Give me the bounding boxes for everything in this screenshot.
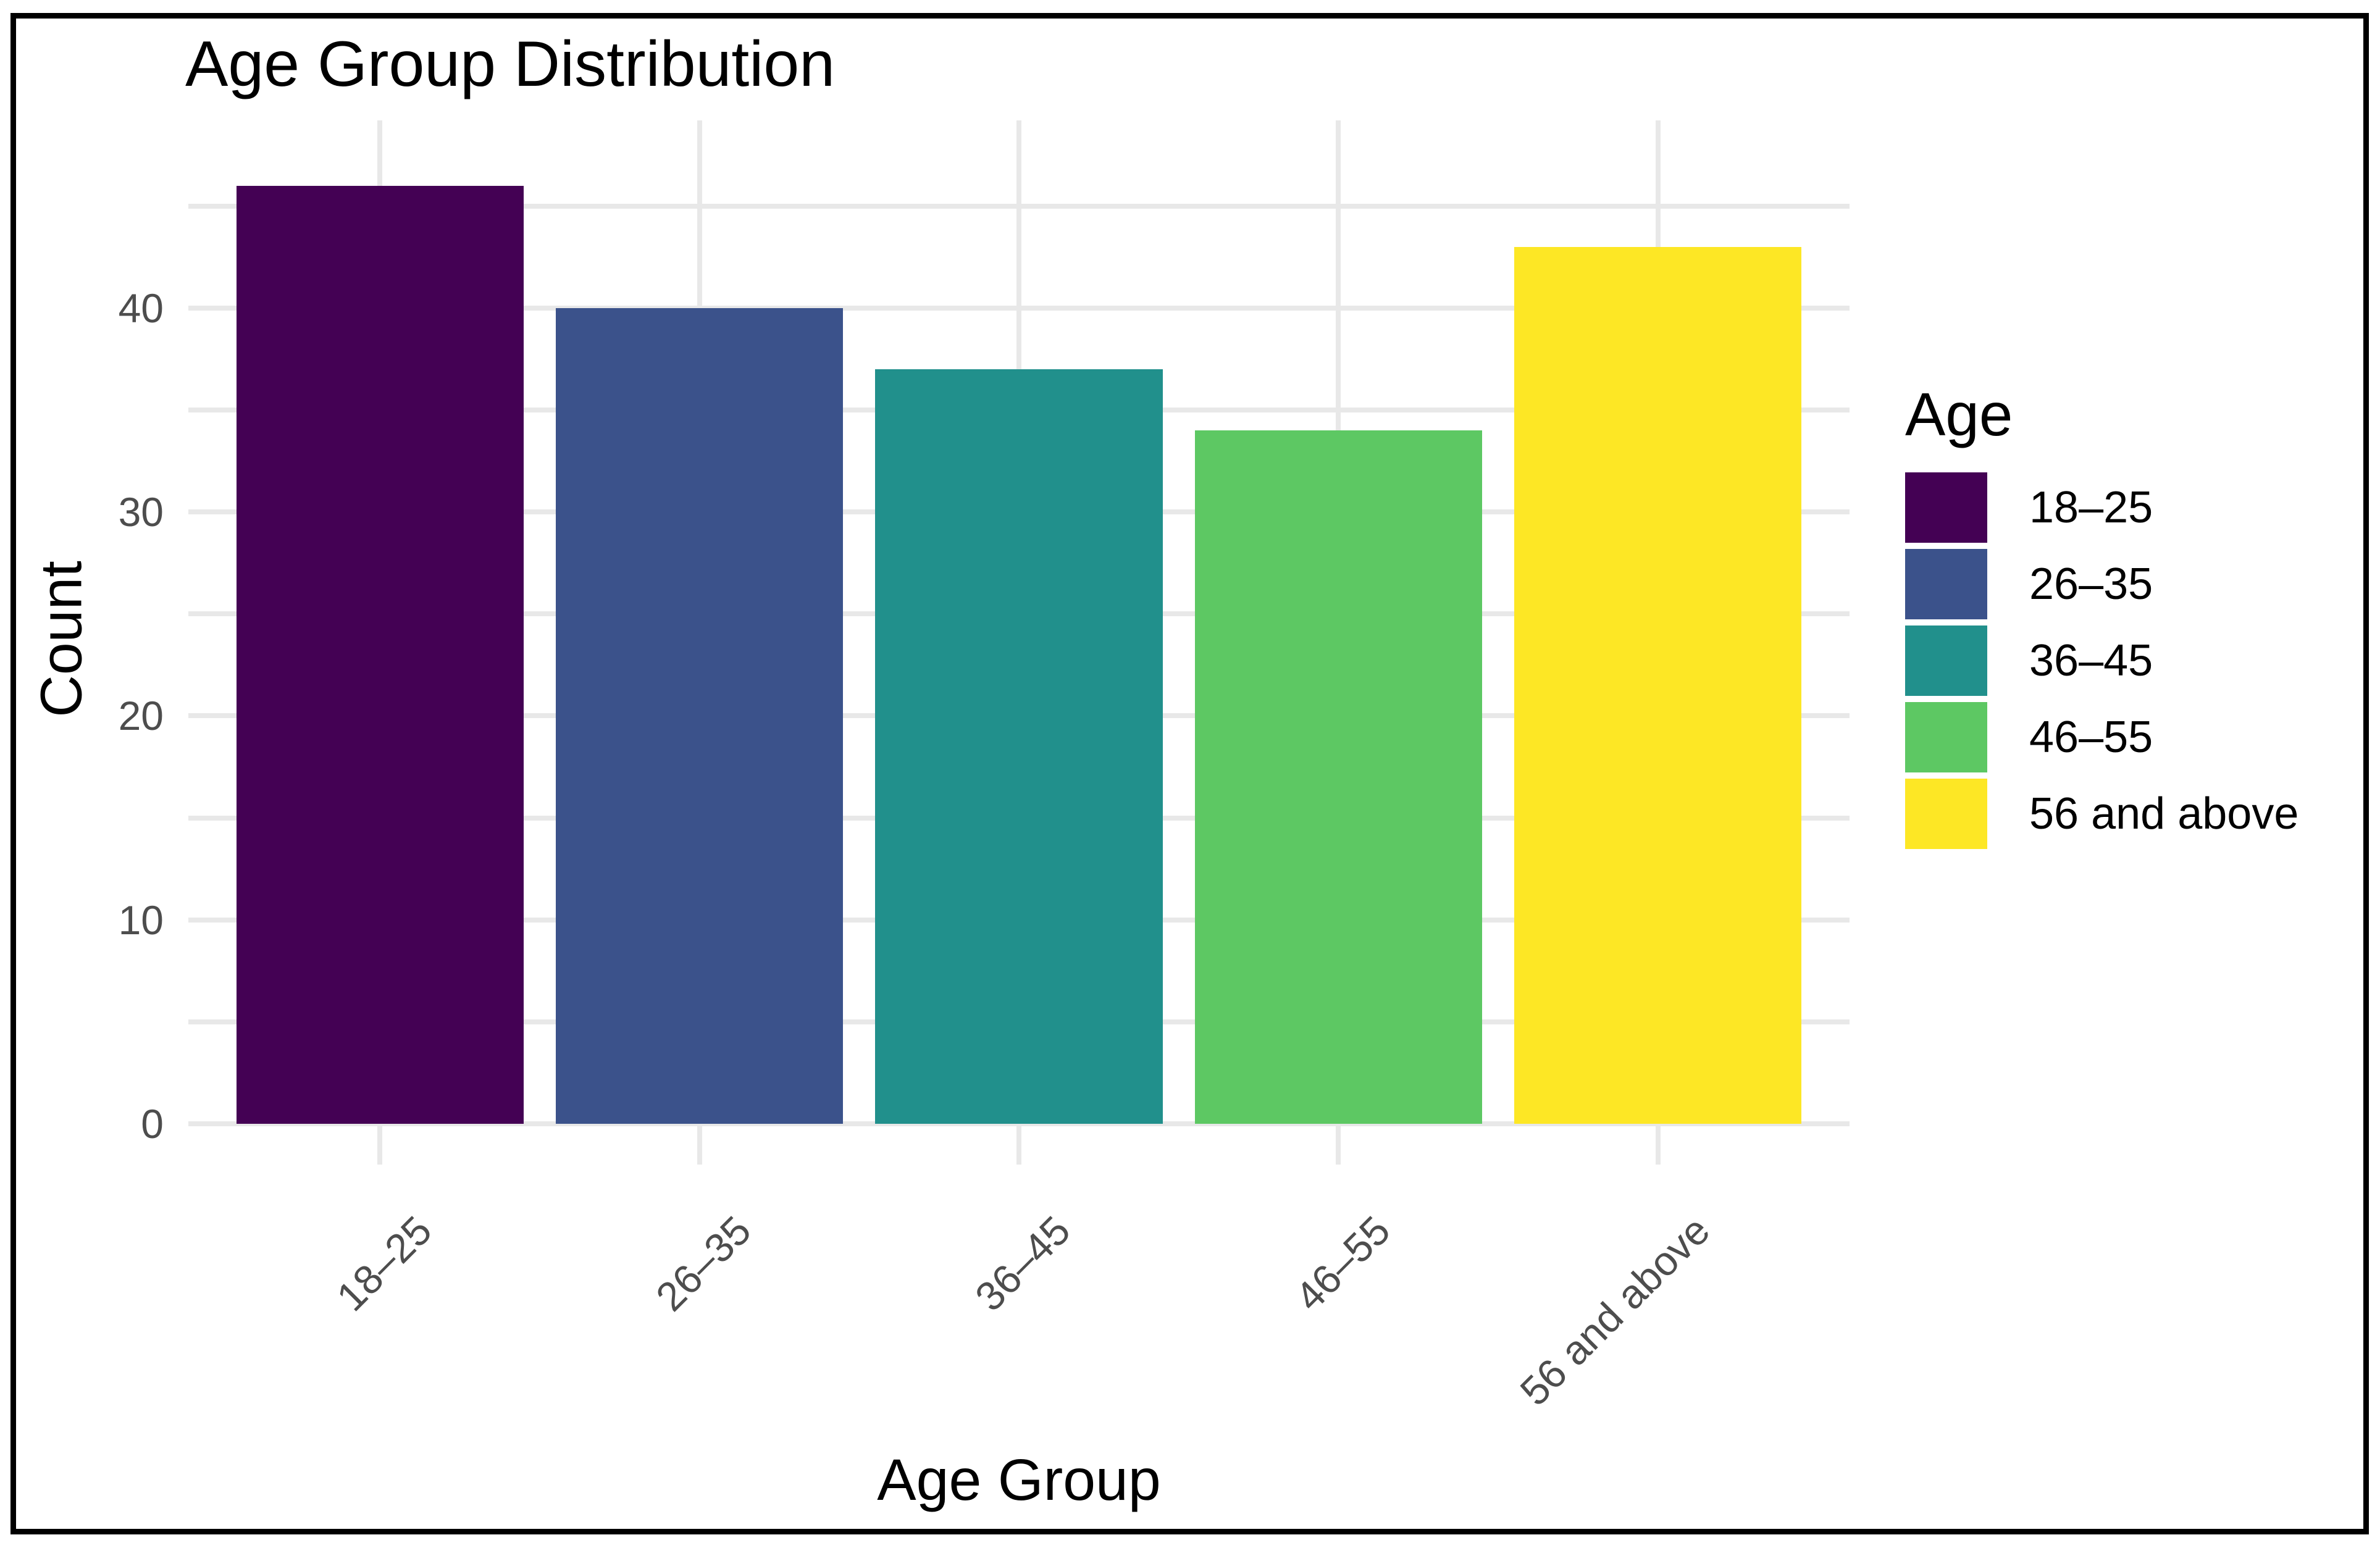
legend-label-18-25: 18–25 [2029, 483, 2153, 532]
legend-swatch-46-55 [1905, 702, 1987, 772]
bar-36-45 [875, 369, 1163, 1124]
chart-border [10, 13, 2369, 1534]
chart-title: Age Group Distribution [185, 28, 836, 100]
legend-label-56-and-above: 56 and above [2029, 789, 2299, 839]
legend-label-46-55: 46–55 [2029, 713, 2153, 762]
bar-26-35 [555, 308, 844, 1124]
legend-swatch-18-25 [1905, 472, 1987, 543]
y-tick-label-0: 0 [141, 1101, 164, 1147]
gridline-y-0 [188, 1121, 1850, 1126]
x-tick-mark-18-25 [377, 1126, 383, 1165]
y-tick-label-10: 10 [118, 897, 164, 943]
x-tick-mark-56-and-above [1655, 1126, 1661, 1165]
legend-swatch-56-and-above [1905, 779, 1987, 849]
bar-18-25 [236, 185, 524, 1124]
legend-label-26-35: 26–35 [2029, 559, 2153, 609]
y-tick-label-30: 30 [118, 489, 164, 535]
bar-46-55 [1194, 430, 1483, 1124]
legend-swatch-26-35 [1905, 549, 1987, 619]
x-tick-mark-46-55 [1336, 1126, 1341, 1165]
bar-56-and-above [1514, 246, 1802, 1124]
plot-panel [188, 120, 1850, 1126]
legend-label-36-45: 36–45 [2029, 636, 2153, 685]
legend-title: Age [1905, 380, 2013, 448]
y-tick-label-20: 20 [118, 693, 164, 739]
x-axis-title: Age Group [877, 1447, 1161, 1513]
x-tick-mark-36-45 [1016, 1126, 1021, 1165]
legend-swatch-36-45 [1905, 625, 1987, 696]
y-tick-label-40: 40 [118, 285, 164, 331]
y-axis-title: Count [28, 561, 94, 718]
x-tick-mark-26-35 [697, 1126, 702, 1165]
